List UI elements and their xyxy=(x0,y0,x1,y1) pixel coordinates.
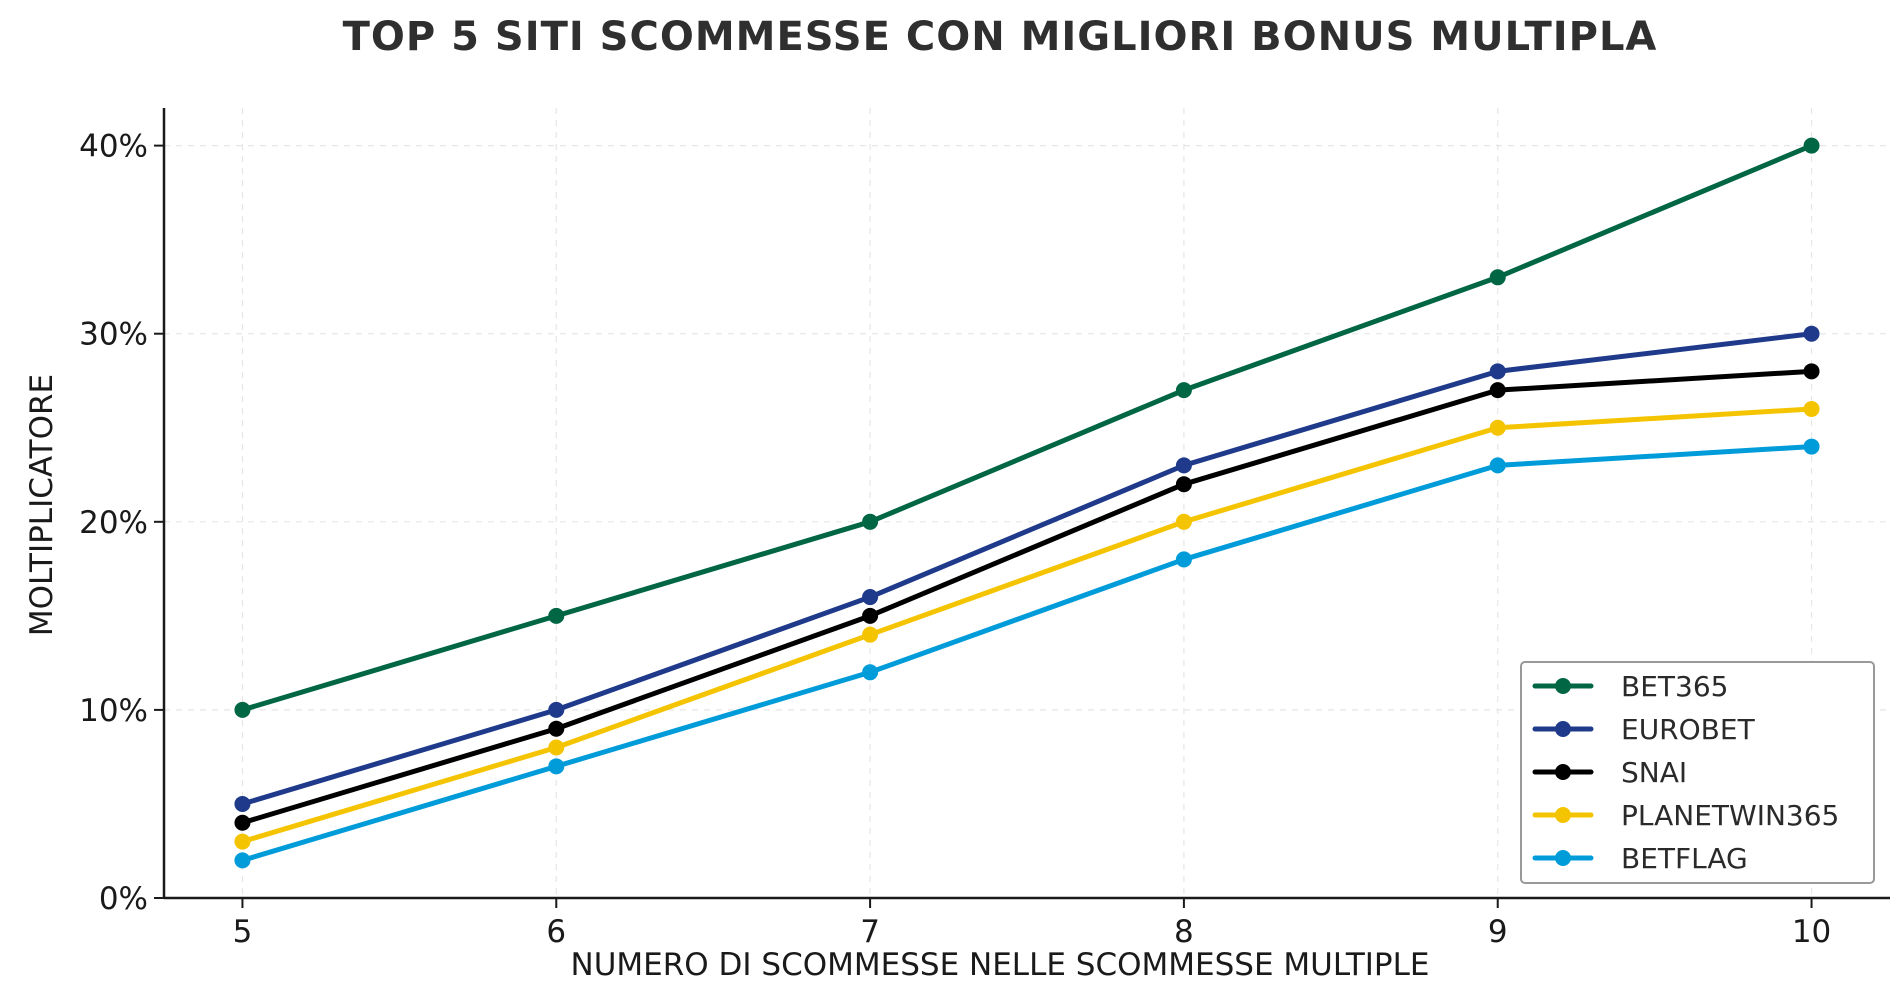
data-point-betflag xyxy=(1489,457,1506,474)
data-point-bet365 xyxy=(1175,382,1192,399)
legend-label: EUROBET xyxy=(1621,713,1756,746)
data-point-eurobet xyxy=(1175,457,1192,474)
data-point-planetwin365 xyxy=(1803,400,1820,417)
series-line-planetwin365 xyxy=(239,406,1815,845)
legend-item-snai: SNAI xyxy=(1532,756,1687,789)
data-point-betflag xyxy=(548,758,565,775)
data-point-eurobet xyxy=(548,701,565,718)
data-point-planetwin365 xyxy=(1175,513,1192,530)
series-eurobet xyxy=(234,325,1820,812)
legend-label: PLANETWIN365 xyxy=(1621,799,1839,832)
data-point-betflag xyxy=(862,664,879,681)
x-axis-label: NUMERO DI SCOMMESSE NELLE SCOMMESSE MULT… xyxy=(571,947,1430,983)
data-point-eurobet xyxy=(862,589,879,606)
legend-item-bet365: BET365 xyxy=(1532,670,1728,703)
legend-swatch-marker xyxy=(1555,721,1571,737)
legend-box xyxy=(1520,661,1875,884)
y-axis-label: MOLTIPLICATORE xyxy=(24,374,60,636)
series-planetwin365 xyxy=(234,400,1820,850)
series-line-snai xyxy=(239,368,1815,826)
x-tick-label: 7 xyxy=(860,914,880,950)
data-point-snai xyxy=(234,814,251,831)
data-point-betflag xyxy=(1175,551,1192,568)
data-point-bet365 xyxy=(1489,269,1506,286)
x-tick-label: 5 xyxy=(233,914,253,950)
legend: BET365 EUROBET SNAI PLANETWIN365 BETFLAG xyxy=(1520,661,1875,884)
legend-swatch-marker xyxy=(1555,850,1571,866)
data-point-planetwin365 xyxy=(234,833,251,850)
data-point-snai xyxy=(1175,476,1192,493)
legend-swatch-marker xyxy=(1555,807,1571,823)
legend-label: SNAI xyxy=(1621,756,1687,789)
y-tick-label: 40% xyxy=(79,129,148,165)
data-point-snai xyxy=(862,607,879,624)
series-snai xyxy=(234,363,1820,831)
legend-swatch-marker xyxy=(1555,764,1571,780)
y-tick-label: 20% xyxy=(79,505,148,541)
data-point-snai xyxy=(1803,363,1820,380)
data-point-planetwin365 xyxy=(548,739,565,756)
x-tick-label: 9 xyxy=(1488,914,1508,950)
data-point-eurobet xyxy=(234,795,251,812)
series-group xyxy=(234,137,1820,869)
data-point-bet365 xyxy=(548,607,565,624)
x-tick-label: 6 xyxy=(546,914,566,950)
legend-item-planetwin365: PLANETWIN365 xyxy=(1532,799,1839,832)
data-point-bet365 xyxy=(234,701,251,718)
data-point-planetwin365 xyxy=(862,626,879,643)
data-point-planetwin365 xyxy=(1489,419,1506,436)
legend-swatch-marker xyxy=(1555,678,1571,694)
data-point-betflag xyxy=(234,852,251,869)
x-axis-ticks: 5 6 7 8 9 10 xyxy=(233,898,1831,950)
x-tick-label: 8 xyxy=(1174,914,1194,950)
data-point-bet365 xyxy=(862,513,879,530)
series-line-bet365 xyxy=(239,143,1815,713)
x-tick-label: 10 xyxy=(1792,914,1831,950)
series-betflag xyxy=(234,438,1820,869)
data-point-eurobet xyxy=(1489,363,1506,380)
series-line-betflag xyxy=(239,444,1815,863)
y-tick-label: 30% xyxy=(79,317,148,353)
legend-item-betflag: BETFLAG xyxy=(1532,842,1748,875)
data-point-snai xyxy=(548,720,565,737)
series-line-eurobet xyxy=(239,331,1815,807)
data-point-snai xyxy=(1489,382,1506,399)
y-axis-ticks: 0% 10% 20% 30% 40% xyxy=(79,129,164,917)
legend-label: BETFLAG xyxy=(1621,842,1748,875)
legend-label: BET365 xyxy=(1621,670,1728,703)
chart-title: TOP 5 SITI SCOMMESSE CON MIGLIORI BONUS … xyxy=(343,14,1658,60)
axes xyxy=(162,108,1890,900)
y-tick-label: 0% xyxy=(99,881,148,917)
data-point-bet365 xyxy=(1803,137,1820,154)
series-bet365 xyxy=(234,137,1820,718)
data-point-eurobet xyxy=(1803,325,1820,342)
legend-item-eurobet: EUROBET xyxy=(1532,713,1756,746)
data-point-betflag xyxy=(1803,438,1820,455)
y-tick-label: 10% xyxy=(79,693,148,729)
